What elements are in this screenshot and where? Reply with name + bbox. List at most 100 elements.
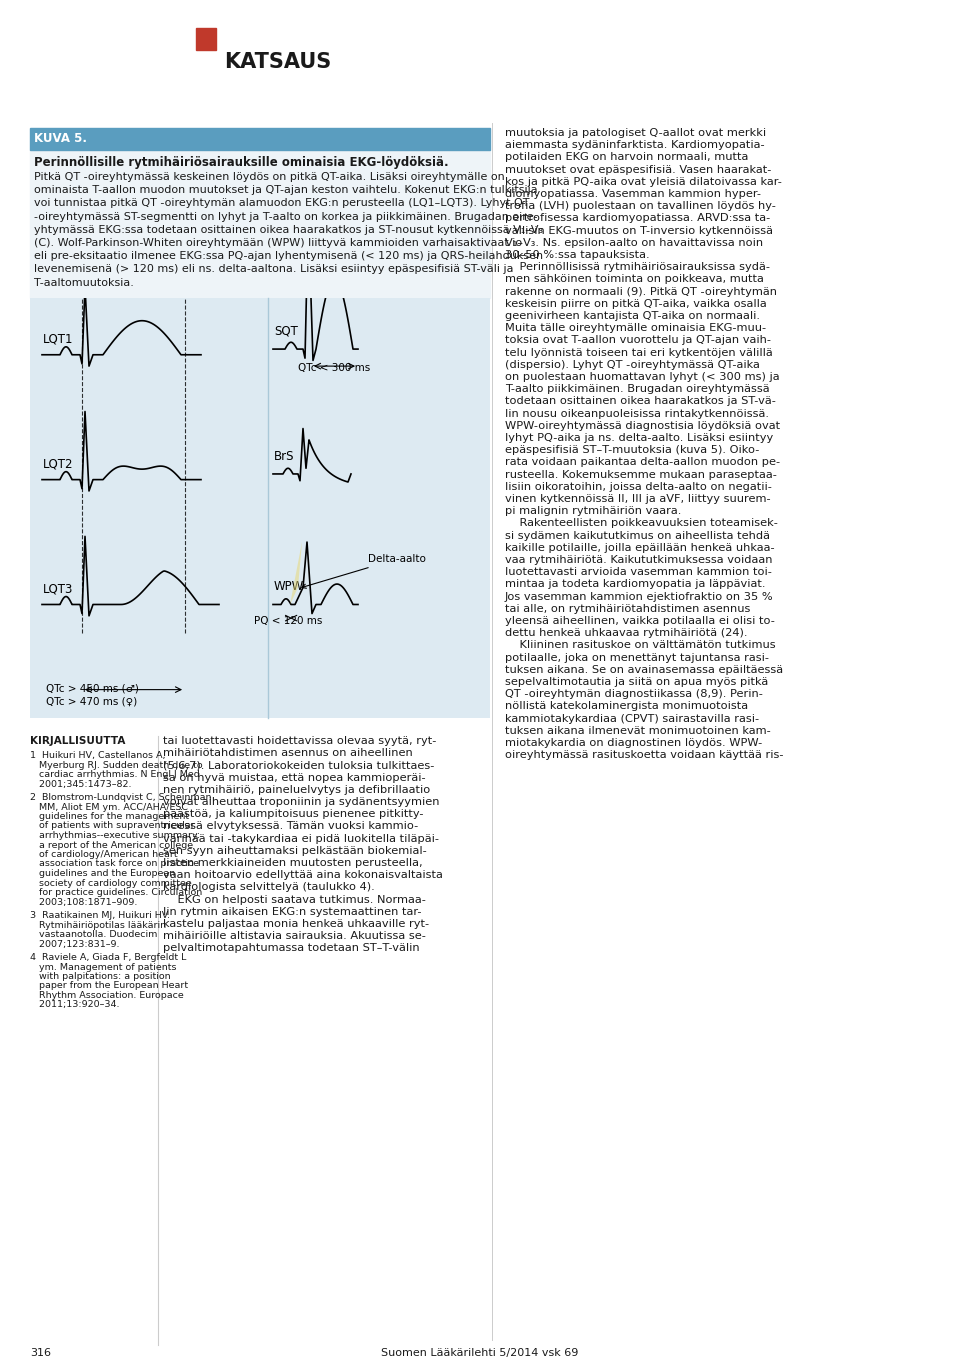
Text: toksia ovat T-aallon vuorottelu ja QT-ajan vaih-: toksia ovat T-aallon vuorottelu ja QT-aj…: [505, 335, 771, 346]
Text: voivat aiheuttaa troponiinin ja sydänentsyymien: voivat aiheuttaa troponiinin ja sydänent…: [163, 797, 440, 808]
Bar: [30, 298, 490, 718]
Text: LQT1: LQT1: [43, 332, 74, 346]
Text: lin rytmin aikaisen EKG:n systemaattinen tar-: lin rytmin aikaisen EKG:n systemaattinen…: [163, 907, 421, 917]
Text: 2001;345:1473–82.: 2001;345:1473–82.: [30, 779, 132, 789]
Text: telu lyönnistä toiseen tai eri kytkentöjen välillä: telu lyönnistä toiseen tai eri kytkentöj…: [505, 347, 773, 358]
Text: 316: 316: [30, 1348, 51, 1358]
Text: a report of the American college: a report of the American college: [30, 840, 193, 850]
Text: nöllistä katekolaminergista monimuotoista: nöllistä katekolaminergista monimuotoist…: [505, 701, 748, 711]
Text: vaa rytmihäiriötä. Kaikututkimuksessa voidaan: vaa rytmihäiriötä. Kaikututkimuksessa vo…: [505, 554, 773, 565]
Text: with palpitations: a position: with palpitations: a position: [30, 972, 171, 981]
Text: ominaista T-aallon muodon muutokset ja QT-ajan keston vaihtelu. Kokenut EKG:n tu: ominaista T-aallon muodon muutokset ja Q…: [34, 185, 538, 195]
Text: EKG on helposti saatava tutkimus. Normaa-: EKG on helposti saatava tutkimus. Normaa…: [163, 895, 426, 904]
Text: for practice guidelines. Circulation: for practice guidelines. Circulation: [30, 888, 203, 898]
Text: lin nousu oikeanpuoleisissa rintakytkennöissä.: lin nousu oikeanpuoleisissa rintakytkenn…: [505, 409, 769, 418]
Text: pi malignin rytmihäiriön vaara.: pi malignin rytmihäiriön vaara.: [505, 507, 682, 516]
Text: KATSAUS: KATSAUS: [224, 52, 331, 72]
Text: WPW: WPW: [274, 580, 304, 592]
Text: levenemisenä (> 120 ms) eli ns. delta-aaltona. Lisäksi esiintyy epäspesifisiä ST: levenemisenä (> 120 ms) eli ns. delta-aa…: [34, 264, 514, 274]
Text: QTc < 300 ms: QTc < 300 ms: [298, 362, 371, 373]
Text: päästöä, ja kaliumpitoisuus pienenee pitkitty-: päästöä, ja kaliumpitoisuus pienenee pit…: [163, 809, 423, 819]
Polygon shape: [290, 542, 302, 605]
Text: paper from the European Heart: paper from the European Heart: [30, 982, 188, 990]
Text: vastaanotolla. Duodecim: vastaanotolla. Duodecim: [30, 930, 157, 938]
Text: WPW-oireyhtymässä diagnostisia löydöksiä ovat: WPW-oireyhtymässä diagnostisia löydöksiä…: [505, 421, 780, 430]
Text: kammiotakykardiaa (CPVT) sairastavilla rasi-: kammiotakykardiaa (CPVT) sairastavilla r…: [505, 714, 759, 723]
Text: BrS: BrS: [274, 449, 295, 463]
Text: lisiin oikoratoihin, joissa delta-aalto on negatii-: lisiin oikoratoihin, joissa delta-aalto …: [505, 482, 772, 492]
Text: vinen kytkennöissä II, III ja aVF, liittyy suurem-: vinen kytkennöissä II, III ja aVF, liitt…: [505, 494, 771, 504]
Text: muutokset ovat epäspesifisiä. Vasen haarakat-: muutokset ovat epäspesifisiä. Vasen haar…: [505, 165, 772, 174]
Bar: [196, 29, 216, 50]
Text: todetaan osittainen oikea haarakatkos ja ST-vä-: todetaan osittainen oikea haarakatkos ja…: [505, 396, 776, 406]
Text: vaan hoitoarvio edellyttää aina kokonaisvaltaista: vaan hoitoarvio edellyttää aina kokonais…: [163, 870, 443, 880]
Text: Perinnöllisissä rytmihäiriösairauksissa sydä-: Perinnöllisissä rytmihäiriösairauksissa …: [505, 263, 770, 272]
Text: kaikille potilaille, joilla epäillään henkeä uhkaa-: kaikille potilaille, joilla epäillään he…: [505, 543, 775, 553]
Text: 3  Raatikainen MJ, Huikuri HV.: 3 Raatikainen MJ, Huikuri HV.: [30, 911, 170, 919]
Text: on puolestaan huomattavan lyhyt (< 300 ms) ja: on puolestaan huomattavan lyhyt (< 300 m…: [505, 372, 780, 381]
Text: kos ja pitkä PQ-aika ovat yleisiä dilatoivassa kar-: kos ja pitkä PQ-aika ovat yleisiä dilato…: [505, 177, 781, 187]
Text: -oireyhtymässä ST-segmentti on lyhyt ja T-aalto on korkea ja piikkimäinen. Bruga: -oireyhtymässä ST-segmentti on lyhyt ja …: [34, 211, 538, 222]
Text: (5,6,7). Laboratoriokokeiden tuloksia tulkittaes-: (5,6,7). Laboratoriokokeiden tuloksia tu…: [163, 760, 434, 771]
Text: pertrofisessa kardiomyopatiassa. ARVD:ssa ta-: pertrofisessa kardiomyopatiassa. ARVD:ss…: [505, 214, 770, 223]
Text: mintaa ja todeta kardiomyopatia ja läppäviat.: mintaa ja todeta kardiomyopatia ja läppä…: [505, 579, 765, 590]
Text: tuksen aikana ilmenevät monimuotoinen kam-: tuksen aikana ilmenevät monimuotoinen ka…: [505, 726, 771, 735]
Text: sen syyn aiheuttamaksi pelkästään biokemial-: sen syyn aiheuttamaksi pelkästään biokem…: [163, 846, 427, 855]
Text: potilaiden EKG on harvoin normaali, mutta: potilaiden EKG on harvoin normaali, mutt…: [505, 153, 749, 162]
Text: Perinnöllisille rytmihäiriösairauksille ominaisia EKG-löydöksiä.: Perinnöllisille rytmihäiriösairauksille …: [34, 157, 448, 169]
Text: 2007;123:831–9.: 2007;123:831–9.: [30, 940, 119, 948]
Text: SQT: SQT: [274, 324, 298, 338]
Text: arrhythmias--executive summary:: arrhythmias--executive summary:: [30, 831, 200, 840]
Text: diomyopatiassa. Vasemman kammion hyper-: diomyopatiassa. Vasemman kammion hyper-: [505, 189, 761, 199]
Text: rata voidaan paikantaa delta-aallon muodon pe-: rata voidaan paikantaa delta-aallon muod…: [505, 458, 780, 467]
Text: PQ < 120 ms: PQ < 120 ms: [253, 616, 323, 625]
Text: oireyhtymässä rasituskoetta voidaan käyttää ris-: oireyhtymässä rasituskoetta voidaan käyt…: [505, 750, 783, 760]
Text: KIRJALLISUUTTA: KIRJALLISUUTTA: [30, 735, 126, 746]
Text: KUVA 5.: KUVA 5.: [34, 132, 87, 144]
Text: T-aaltomuutoksia.: T-aaltomuutoksia.: [34, 278, 133, 287]
Text: Kliininen rasituskoe on välttämätön tutkimus: Kliininen rasituskoe on välttämätön tutk…: [505, 640, 776, 651]
Text: yleensä aiheellinen, vaikka potilaalla ei olisi to-: yleensä aiheellinen, vaikka potilaalla e…: [505, 616, 775, 627]
Bar: [30, 128, 490, 150]
Text: T-aalto piikkimäinen. Brugadan oireyhtymässä: T-aalto piikkimäinen. Brugadan oireyhtym…: [505, 384, 770, 394]
Text: V₁–V₃. Ns. epsilon-aalto on havaittavissa noin: V₁–V₃. Ns. epsilon-aalto on havaittaviss…: [505, 238, 763, 248]
Text: tai alle, on rytmihäiriötahdistimen asennus: tai alle, on rytmihäiriötahdistimen asen…: [505, 603, 751, 614]
Text: Muita tälle oireyhtymälle ominaisia EKG-muu-: Muita tälle oireyhtymälle ominaisia EKG-…: [505, 323, 766, 334]
Text: kastelu paljastaa monia henkeä uhkaaville ryt-: kastelu paljastaa monia henkeä uhkaavill…: [163, 919, 429, 929]
Text: tuksen aikana. Se on avainasemassa epäiltäessä: tuksen aikana. Se on avainasemassa epäil…: [505, 665, 783, 674]
Text: nen rytmihäiriö, paineluelvytys ja defibrillaatio: nen rytmihäiriö, paineluelvytys ja defib…: [163, 785, 430, 795]
Text: aiemmasta sydäninfarktista. Kardiomyopatia-: aiemmasta sydäninfarktista. Kardiomyopat…: [505, 140, 764, 150]
Text: pelvaltimotapahtumassa todetaan ST–T-välin: pelvaltimotapahtumassa todetaan ST–T-väl…: [163, 944, 420, 953]
Text: 2  Blomstrom-Lundqvist C, Scheinman: 2 Blomstrom-Lundqvist C, Scheinman: [30, 793, 211, 802]
Text: muutoksia ja patologiset Q-aallot ovat merkki: muutoksia ja patologiset Q-aallot ovat m…: [505, 128, 766, 138]
Text: 2003;108:1871–909.: 2003;108:1871–909.: [30, 898, 137, 907]
Text: listen merkkiaineiden muutosten perusteella,: listen merkkiaineiden muutosten perustee…: [163, 858, 422, 868]
Text: society of cardiology committee: society of cardiology committee: [30, 878, 192, 888]
Text: mihäiriöille altistavia sairauksia. Akuutissa se-: mihäiriöille altistavia sairauksia. Akuu…: [163, 932, 426, 941]
Text: of cardiology/American heart: of cardiology/American heart: [30, 850, 178, 859]
Text: 1  Huikuri HV, Castellanos A,: 1 Huikuri HV, Castellanos A,: [30, 750, 165, 760]
Text: ym. Management of patients: ym. Management of patients: [30, 963, 177, 971]
Text: miotakykardia on diagnostinen löydös. WPW-: miotakykardia on diagnostinen löydös. WP…: [505, 738, 762, 748]
Text: Myerburg RJ. Sudden death due to: Myerburg RJ. Sudden death due to: [30, 760, 203, 770]
Text: of patients with supraventricular: of patients with supraventricular: [30, 821, 195, 831]
Text: 2011;13:920–34.: 2011;13:920–34.: [30, 1001, 119, 1009]
Text: sepelvaltimotautia ja siitä on apua myös pitkä: sepelvaltimotautia ja siitä on apua myös…: [505, 677, 768, 686]
Text: värinää tai -takykardiaa ei pidä luokitella tiläpäi-: värinää tai -takykardiaa ei pidä luokite…: [163, 834, 439, 843]
Text: association task force on practice: association task force on practice: [30, 859, 199, 869]
Text: epäspesifisiä ST–T-muutoksia (kuva 5). Oiko-: epäspesifisiä ST–T-muutoksia (kuva 5). O…: [505, 445, 759, 455]
Text: trofia (LVH) puolestaan on tavallinen löydös hy-: trofia (LVH) puolestaan on tavallinen lö…: [505, 202, 776, 211]
Text: LQT2: LQT2: [43, 458, 74, 470]
Text: dettu henkeä uhkaavaa rytmihäiriötä (24).: dettu henkeä uhkaavaa rytmihäiriötä (24)…: [505, 628, 748, 639]
Text: Pitkä QT -oireyhtymässä keskeinen löydös on pitkä QT-aika. Lisäksi oireyhtymälle: Pitkä QT -oireyhtymässä keskeinen löydös…: [34, 172, 505, 183]
Text: QTc > 450 ms (♂): QTc > 450 ms (♂): [45, 682, 138, 693]
Text: Jos vasemman kammion ejektiofraktio on 35 %: Jos vasemman kammion ejektiofraktio on 3…: [505, 591, 774, 602]
Text: eli pre-eksitaatio ilmenee EKG:ssa PQ-ajan lyhentymisenä (< 120 ms) ja QRS-heila: eli pre-eksitaatio ilmenee EKG:ssa PQ-aj…: [34, 251, 543, 262]
Text: vallisin EKG-muutos on T-inversio kytkennöissä: vallisin EKG-muutos on T-inversio kytken…: [505, 226, 773, 236]
Text: yhtymässä EKG:ssa todetaan osittainen oikea haarakatkos ja ST-nousut kytkennöiss: yhtymässä EKG:ssa todetaan osittainen oi…: [34, 225, 543, 234]
Text: Rytmihäiriöpotilas lääkärin: Rytmihäiriöpotilas lääkärin: [30, 921, 166, 929]
Text: neessä elvytyksessä. Tämän vuoksi kammio-: neessä elvytyksessä. Tämän vuoksi kammio…: [163, 821, 419, 831]
Text: 4  Raviele A, Giada F, Bergfeldt L: 4 Raviele A, Giada F, Bergfeldt L: [30, 953, 186, 962]
Text: 30–50 %:ssa tapauksista.: 30–50 %:ssa tapauksista.: [505, 251, 650, 260]
Text: keskeisin piirre on pitkä QT-aika, vaikka osalla: keskeisin piirre on pitkä QT-aika, vaikk…: [505, 298, 767, 309]
